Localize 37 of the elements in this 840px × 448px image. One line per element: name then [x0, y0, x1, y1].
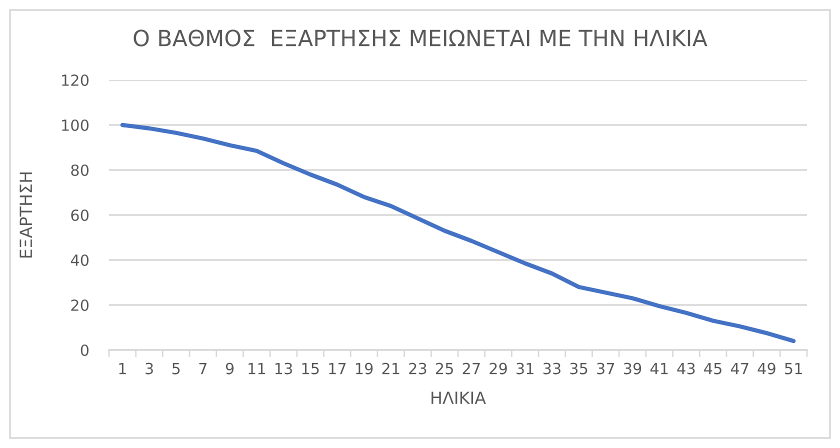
x-axis-title: ΗΛΙΚΙΑ — [432, 392, 486, 404]
x-tick-label: 15 — [302, 362, 319, 374]
x-tick-label: 45 — [704, 362, 722, 374]
x-tick-label: 33 — [543, 362, 560, 374]
x-tick-label: 31 — [516, 362, 534, 374]
y-tick-label: 40 — [70, 254, 89, 266]
x-tick-label: 21 — [382, 362, 400, 374]
y-tick-label: 0 — [80, 344, 89, 356]
x-tick-label: 13 — [275, 362, 292, 374]
chart-title: Ο ΒΑΘΜΟΣ ΕΞΑΡΤΗΣΗΣ ΜΕΙΩΝΕΤΑΙ ΜΕ ΤΗΝ ΗΛΙΚΙΑ — [134, 30, 708, 46]
line-series — [120, 122, 796, 344]
x-tick-label: 17 — [329, 362, 346, 374]
x-tick-label: 49 — [758, 362, 776, 374]
y-tick-label: 80 — [71, 164, 89, 176]
x-tick-label: 41 — [650, 362, 668, 374]
y-tick-label: 20 — [71, 299, 89, 312]
x-tick-label: 35 — [570, 362, 588, 374]
x-tick-label: 43 — [677, 362, 695, 374]
x-tick-label: 5 — [172, 362, 180, 374]
x-tick-label: 7 — [199, 362, 207, 374]
x-tick-label: 1 — [119, 362, 126, 374]
x-tick-label: 9 — [226, 362, 234, 374]
x-tick-label: 37 — [597, 362, 614, 374]
x-tick-label: 51 — [785, 362, 802, 374]
y-axis-title: ΕΞΑΡΤΗΣΗ — [20, 172, 32, 258]
x-tick-label: 3 — [146, 362, 153, 374]
x-tick-label: 11 — [248, 362, 265, 374]
y-tick-label: 60 — [71, 209, 89, 222]
x-tick-label: 47 — [730, 362, 748, 374]
x-tick-label: 25 — [436, 362, 453, 374]
x-tick-label: 23 — [409, 362, 426, 374]
x-tick-label: 39 — [624, 362, 642, 374]
x-tick-label: 19 — [356, 362, 373, 374]
y-tick-label: 120 — [62, 74, 89, 86]
x-tick-label: 29 — [490, 362, 507, 374]
x-tick-label: 27 — [462, 362, 480, 374]
y-tick-label: 100 — [62, 119, 89, 132]
